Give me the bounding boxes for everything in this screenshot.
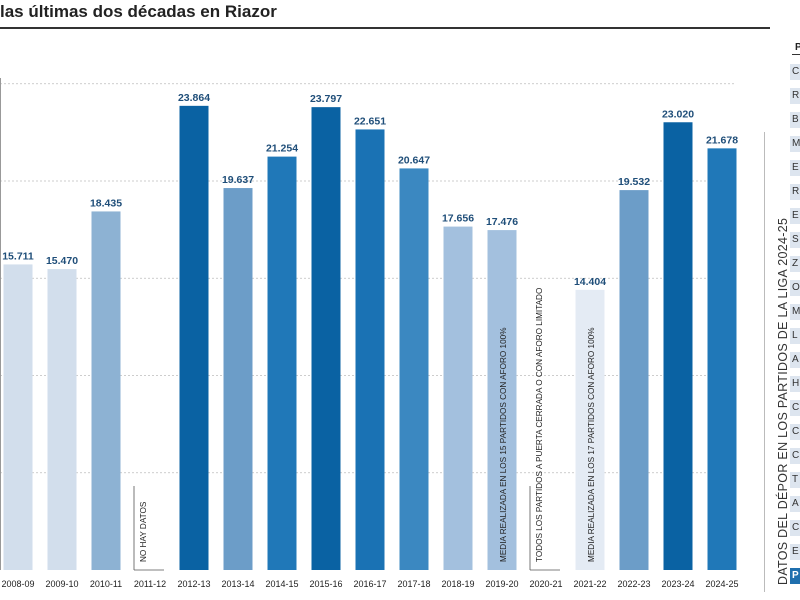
title-divider bbox=[0, 27, 770, 29]
side-panel-label: DATOS DEL DÉPOR EN LOS PARTIDOS DE LA LI… bbox=[776, 217, 790, 585]
side-panel-row: C bbox=[790, 448, 800, 464]
side-panel-row: M bbox=[790, 304, 800, 320]
bar bbox=[487, 230, 517, 570]
x-tick-label: 2020-21 bbox=[529, 579, 562, 589]
value-label: 23.797 bbox=[310, 93, 342, 105]
x-tick-label: 2011-12 bbox=[134, 579, 166, 589]
annotation-text: TODOS LOS PARTIDOS A PUERTA CERRADA O CO… bbox=[535, 288, 544, 562]
x-tick-label: 2015-16 bbox=[309, 579, 342, 589]
value-label: 14.404 bbox=[574, 276, 606, 288]
side-panel-header: P bbox=[795, 42, 800, 53]
side-panel-row: S bbox=[790, 232, 800, 248]
bar bbox=[355, 129, 385, 570]
x-tick-label: 2019-20 bbox=[485, 579, 518, 589]
value-label: 20.647 bbox=[398, 154, 430, 166]
value-label: 18.435 bbox=[90, 197, 122, 209]
value-label: 19.637 bbox=[222, 174, 254, 186]
side-panel-row: E bbox=[790, 208, 800, 224]
bar bbox=[707, 148, 737, 570]
side-panel-row: M bbox=[790, 136, 800, 152]
x-tick-label: 2014-15 bbox=[265, 579, 298, 589]
side-panel-row: P bbox=[790, 568, 800, 584]
bar bbox=[575, 289, 605, 570]
bar bbox=[443, 226, 473, 570]
side-panel-row: C bbox=[790, 64, 800, 80]
x-tick-label: 2008-09 bbox=[1, 579, 34, 589]
value-label: 17.476 bbox=[486, 216, 518, 228]
bar bbox=[3, 264, 33, 570]
value-label: 19.532 bbox=[618, 176, 650, 188]
side-panel-row: B bbox=[790, 112, 800, 128]
side-panel-divider bbox=[764, 132, 765, 592]
side-panel-row: A bbox=[790, 496, 800, 512]
x-tick-label: 2009-10 bbox=[45, 579, 78, 589]
bar bbox=[267, 156, 297, 571]
bar bbox=[663, 122, 693, 571]
side-panel-row: L bbox=[790, 328, 800, 344]
side-panel-row: R bbox=[790, 88, 800, 104]
side-panel: P DATOS DEL DÉPOR EN LOS PARTIDOS DE LA … bbox=[762, 40, 800, 600]
value-label: 23.020 bbox=[662, 108, 694, 120]
side-panel-row: E bbox=[790, 544, 800, 560]
value-label: 23.864 bbox=[178, 92, 210, 104]
side-panel-header-rule bbox=[792, 54, 800, 55]
side-panel-row: A bbox=[790, 352, 800, 368]
bar bbox=[91, 211, 121, 570]
bar bbox=[47, 269, 77, 570]
x-tick-label: 2023-24 bbox=[661, 579, 694, 589]
x-tick-label: 2021-22 bbox=[573, 579, 606, 589]
x-tick-label: 2018-19 bbox=[441, 579, 474, 589]
value-label: 21.678 bbox=[706, 134, 738, 146]
side-panel-row: C bbox=[790, 424, 800, 440]
side-panel-row: H bbox=[790, 376, 800, 392]
side-panel-row: E bbox=[790, 160, 800, 176]
bar bbox=[223, 188, 253, 570]
x-tick-label: 2012-13 bbox=[177, 579, 210, 589]
x-tick-label: 2013-14 bbox=[221, 579, 254, 589]
side-panel-row: C bbox=[790, 520, 800, 536]
bar bbox=[619, 190, 649, 570]
value-label: 15.711 bbox=[2, 250, 34, 262]
value-label: 15.470 bbox=[46, 255, 78, 267]
side-panel-row: Z bbox=[790, 256, 800, 272]
side-panel-row: R bbox=[790, 184, 800, 200]
annotation-text: NO HAY DATOS bbox=[139, 501, 148, 562]
x-tick-label: 2017-18 bbox=[397, 579, 430, 589]
side-panel-row: T bbox=[790, 472, 800, 488]
bar bbox=[311, 107, 341, 571]
value-label: 21.254 bbox=[266, 143, 298, 155]
x-tick-label: 2010-11 bbox=[90, 579, 122, 589]
x-tick-label: 2022-23 bbox=[617, 579, 650, 589]
value-label: 22.651 bbox=[354, 115, 386, 127]
side-panel-row: O bbox=[790, 280, 800, 296]
x-tick-label: 2024-25 bbox=[705, 579, 738, 589]
side-panel-row: C bbox=[790, 400, 800, 416]
side-panel-vertical-label: DATOS DEL DÉPOR EN LOS PARTIDOS DE LA LI… bbox=[762, 40, 790, 595]
annotation-text: MEDIA REALIZADA EN LOS 17 PARTIDOS CON A… bbox=[587, 328, 596, 562]
value-label: 17.656 bbox=[442, 213, 474, 225]
annotation-text: MEDIA REALIZADA EN LOS 15 PARTIDOS CON A… bbox=[499, 328, 508, 562]
chart-title: las últimas dos décadas en Riazor bbox=[0, 2, 277, 21]
x-tick-label: 2016-17 bbox=[353, 579, 386, 589]
bar bbox=[399, 168, 429, 571]
bar bbox=[179, 105, 209, 570]
bar-chart: 15.711 2008-09 15.470 2009-10 18.435 2010-11 2… bbox=[0, 78, 739, 589]
